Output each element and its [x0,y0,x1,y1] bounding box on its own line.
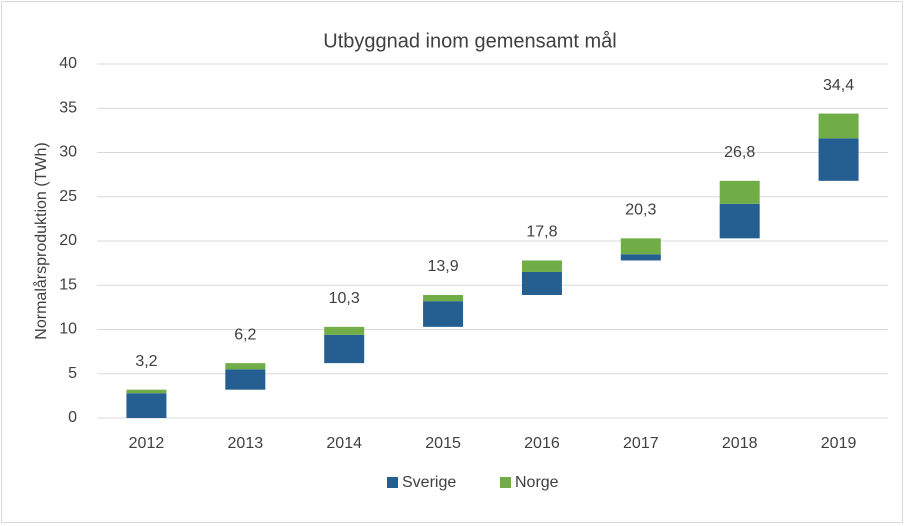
legend-swatch [387,477,398,488]
y-tick-label: 20 [59,232,77,249]
bar-segment [126,389,167,394]
y-tick-label: 40 [59,55,77,72]
total-label: 13,9 [427,258,458,275]
y-tick-label: 35 [59,99,77,116]
total-label: 26,8 [724,144,755,161]
total-label: 10,3 [329,290,360,307]
total-label: 3,2 [135,353,157,370]
y-tick-label: 10 [59,321,77,338]
x-tick-label: 2014 [326,435,362,452]
bar-segment [324,326,365,335]
x-tick-label: 2017 [623,435,659,452]
legend-label: Sverige [402,474,456,491]
total-label: 34,4 [823,77,854,94]
x-tick-label: 2012 [129,435,165,452]
y-tick-label: 0 [68,409,77,426]
legend-label: Norge [515,474,559,491]
bar-segment [126,393,167,418]
y-tick-label: 25 [59,188,77,205]
y-tick-label: 5 [68,365,77,382]
y-axis-label: Normalårsproduktion (TWh) [32,142,50,339]
x-tick-label: 2013 [228,435,264,452]
bar-segment [225,363,266,370]
total-label: 20,3 [625,202,656,219]
legend-swatch [500,477,511,488]
total-label: 6,2 [234,326,256,343]
bar-segment [225,369,266,390]
bar-segment [719,203,760,239]
chart-title: Utbyggnad inom gemensamt mål [323,30,616,52]
bar-segment [521,260,562,272]
bar-segment [620,254,661,261]
x-tick-label: 2018 [722,435,758,452]
bar-segment [620,238,661,255]
x-tick-label: 2015 [425,435,461,452]
x-tick-label: 2016 [524,435,560,452]
bar-segment [423,301,464,327]
bar-segment [818,138,859,181]
y-tick-label: 15 [59,276,77,293]
total-label: 17,8 [526,224,557,241]
bar-segment [521,271,562,295]
bar-segment [324,334,365,364]
x-tick-label: 2019 [821,435,857,452]
y-tick-label: 30 [59,144,77,161]
bar-segment [423,294,464,302]
bar-segment [719,180,760,204]
bar-segment [818,113,859,139]
